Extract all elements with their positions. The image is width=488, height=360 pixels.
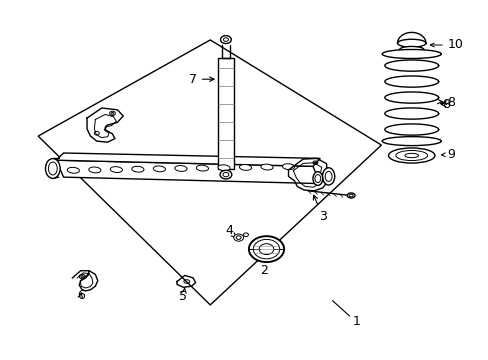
- Ellipse shape: [233, 234, 243, 241]
- Polygon shape: [56, 153, 320, 166]
- Ellipse shape: [239, 165, 251, 170]
- Text: 4: 4: [224, 224, 235, 238]
- Ellipse shape: [220, 36, 231, 44]
- Ellipse shape: [395, 150, 427, 161]
- Polygon shape: [56, 160, 320, 184]
- Ellipse shape: [282, 164, 294, 170]
- Text: 8: 8: [447, 96, 454, 109]
- Ellipse shape: [196, 165, 208, 171]
- Ellipse shape: [312, 172, 322, 185]
- Ellipse shape: [243, 233, 248, 237]
- Ellipse shape: [220, 170, 231, 179]
- Ellipse shape: [89, 167, 101, 173]
- Ellipse shape: [132, 166, 143, 172]
- Ellipse shape: [397, 39, 425, 47]
- Ellipse shape: [404, 153, 418, 158]
- Text: 7: 7: [189, 73, 197, 86]
- Ellipse shape: [253, 239, 279, 259]
- Ellipse shape: [218, 165, 229, 171]
- Ellipse shape: [261, 164, 272, 170]
- Text: 1: 1: [352, 315, 360, 328]
- Text: 6: 6: [77, 289, 84, 302]
- Ellipse shape: [67, 167, 79, 173]
- Ellipse shape: [382, 136, 441, 145]
- Text: 10: 10: [447, 39, 462, 51]
- Polygon shape: [218, 58, 233, 169]
- Text: 8: 8: [441, 98, 449, 111]
- Text: 2: 2: [260, 257, 267, 276]
- Text: 9: 9: [447, 148, 454, 161]
- Text: 5: 5: [179, 288, 187, 303]
- Ellipse shape: [382, 49, 441, 58]
- Ellipse shape: [45, 158, 60, 178]
- Ellipse shape: [322, 168, 334, 185]
- Ellipse shape: [387, 148, 434, 163]
- Ellipse shape: [346, 193, 354, 198]
- Polygon shape: [38, 40, 381, 305]
- Ellipse shape: [110, 167, 122, 172]
- Ellipse shape: [259, 244, 273, 255]
- Ellipse shape: [175, 166, 186, 171]
- Ellipse shape: [153, 166, 165, 172]
- Ellipse shape: [248, 236, 284, 262]
- Text: 3: 3: [313, 195, 326, 222]
- Ellipse shape: [399, 46, 423, 53]
